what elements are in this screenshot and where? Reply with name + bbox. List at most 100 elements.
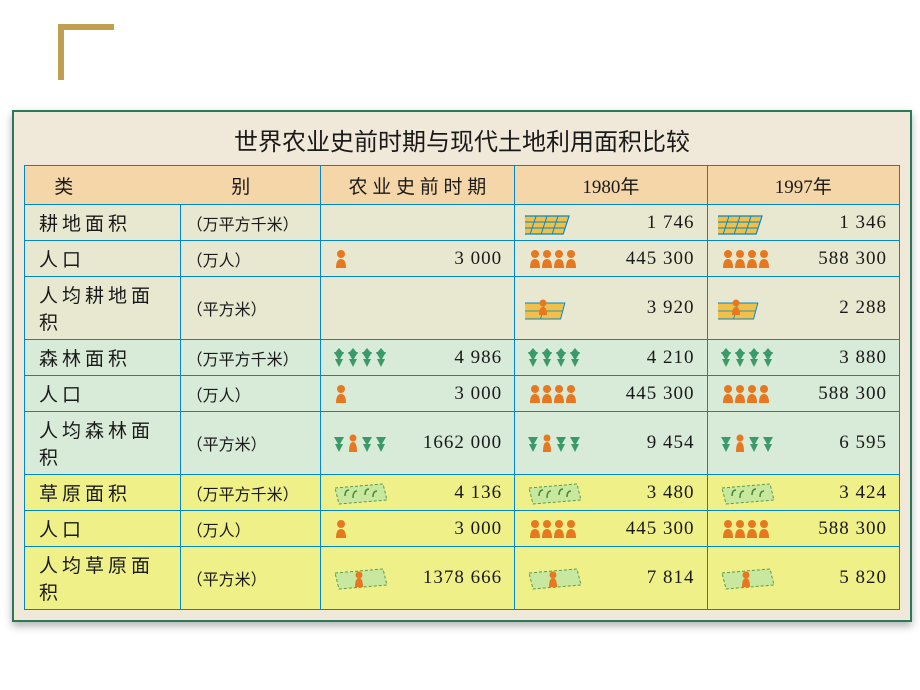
person-grass-icon xyxy=(525,565,583,591)
data-cell: 3 000 xyxy=(320,241,515,277)
data-cell xyxy=(320,277,515,340)
cell-value: 3 000 xyxy=(389,383,503,405)
data-cell: 588 300 xyxy=(707,376,899,412)
cell-value: 4 136 xyxy=(389,482,503,504)
data-cell: 2 288 xyxy=(707,277,899,340)
table-row: 草原面积（万平方千米）4 1363 4803 424 xyxy=(25,475,900,511)
table-title: 世界农业史前时期与现代土地利用面积比较 xyxy=(14,112,910,165)
person-field-icon xyxy=(525,295,583,321)
row-label: 人口 xyxy=(25,241,181,277)
cell-value: 1 746 xyxy=(583,212,694,234)
data-cell: 588 300 xyxy=(707,241,899,277)
person-grass-icon xyxy=(718,565,776,591)
field-icon xyxy=(718,210,776,236)
data-cell: 4 136 xyxy=(320,475,515,511)
row-unit: （平方米） xyxy=(180,412,320,475)
data-cell: 9 454 xyxy=(515,412,707,475)
forest-icon xyxy=(525,345,583,371)
people-icon xyxy=(525,516,583,542)
table-header-row: 类 别 农 业 史 前 时 期 1980年 1997年 xyxy=(25,166,900,205)
cell-value: 4 986 xyxy=(389,347,503,369)
table-row: 耕地面积（万平方千米） 1 746 1 346 xyxy=(25,205,900,241)
person-forest-icon xyxy=(718,430,776,456)
people-icon xyxy=(718,381,776,407)
person-grass-icon xyxy=(331,565,389,591)
cell-value: 588 300 xyxy=(776,518,887,540)
cell-value: 4 210 xyxy=(583,347,694,369)
people-1-icon xyxy=(331,516,389,542)
data-cell: 3 424 xyxy=(707,475,899,511)
person-forest-icon xyxy=(331,430,389,456)
data-cell: 3 000 xyxy=(320,376,515,412)
header-1997: 1997年 xyxy=(707,166,899,205)
data-cell: 5 820 xyxy=(707,547,899,610)
comparison-table: 类 别 农 业 史 前 时 期 1980年 1997年 耕地面积（万平方千米） 1… xyxy=(24,165,900,610)
table-row: 人口（万人） 3 000 445 300 588 300 xyxy=(25,376,900,412)
row-label: 人均草原面积 xyxy=(25,547,181,610)
row-label: 草原面积 xyxy=(25,475,181,511)
data-cell xyxy=(320,205,515,241)
cell-value: 3 880 xyxy=(776,347,887,369)
data-cell: 3 480 xyxy=(515,475,707,511)
data-cell: 6 595 xyxy=(707,412,899,475)
cell-value: 445 300 xyxy=(583,383,694,405)
row-label: 森林面积 xyxy=(25,340,181,376)
header-1980: 1980年 xyxy=(515,166,707,205)
cell-value: 6 595 xyxy=(776,432,887,454)
person-forest-icon xyxy=(525,430,583,456)
data-cell: 1662 000 xyxy=(320,412,515,475)
row-label: 人均耕地面积 xyxy=(25,277,181,340)
table-row: 森林面积（万平方千米）4 9864 2103 880 xyxy=(25,340,900,376)
data-cell: 4 986 xyxy=(320,340,515,376)
grass-icon xyxy=(718,480,776,506)
cell-value: 2 288 xyxy=(776,297,887,319)
cell-value: 1 346 xyxy=(776,212,887,234)
row-unit: （万人） xyxy=(180,241,320,277)
table-row: 人均草原面积（平方米）1378 6667 8145 820 xyxy=(25,547,900,610)
row-unit: （平方米） xyxy=(180,277,320,340)
cell-value: 9 454 xyxy=(583,432,694,454)
row-unit: （万人） xyxy=(180,376,320,412)
people-icon xyxy=(718,516,776,542)
cell-value: 3 424 xyxy=(776,482,887,504)
table-row: 人口（万人）3 000445 300588 300 xyxy=(25,241,900,277)
grass-icon xyxy=(525,480,583,506)
data-cell: 3 880 xyxy=(707,340,899,376)
table-row: 人均森林面积（平方米） 1662 000 9 454 6 595 xyxy=(25,412,900,475)
cell-value: 588 300 xyxy=(776,248,887,270)
data-cell: 3 920 xyxy=(515,277,707,340)
people-icon xyxy=(718,246,776,272)
cell-value: 1378 666 xyxy=(389,567,503,589)
row-label: 人口 xyxy=(25,376,181,412)
row-label: 人口 xyxy=(25,511,181,547)
data-cell: 445 300 xyxy=(515,511,707,547)
comparison-table-container: 世界农业史前时期与现代土地利用面积比较 类 别 农 业 史 前 时 期 1980… xyxy=(12,110,912,622)
data-cell: 1 746 xyxy=(515,205,707,241)
cell-value: 3 480 xyxy=(583,482,694,504)
row-unit: （万平方千米） xyxy=(180,205,320,241)
field-icon xyxy=(525,210,583,236)
cell-value: 3 000 xyxy=(389,518,503,540)
people-1-icon xyxy=(331,246,389,272)
people-icon xyxy=(525,381,583,407)
cell-value: 5 820 xyxy=(776,567,887,589)
people-1-icon xyxy=(331,381,389,407)
row-label: 耕地面积 xyxy=(25,205,181,241)
cell-value: 1662 000 xyxy=(389,432,503,454)
forest-icon xyxy=(718,345,776,371)
table-row: 人均耕地面积（平方米） 3 920 2 288 xyxy=(25,277,900,340)
cell-value: 3 000 xyxy=(389,248,503,270)
grass-icon xyxy=(331,480,389,506)
person-field-icon xyxy=(718,295,776,321)
header-category: 类 别 xyxy=(25,166,321,205)
people-icon xyxy=(525,246,583,272)
corner-decoration xyxy=(58,24,114,80)
table-row: 人口（万人）3 000445 300588 300 xyxy=(25,511,900,547)
data-cell: 1 346 xyxy=(707,205,899,241)
data-cell: 445 300 xyxy=(515,376,707,412)
row-label: 人均森林面积 xyxy=(25,412,181,475)
header-prehistoric: 农 业 史 前 时 期 xyxy=(320,166,515,205)
forest-icon xyxy=(331,345,389,371)
data-cell: 4 210 xyxy=(515,340,707,376)
cell-value: 7 814 xyxy=(583,567,694,589)
